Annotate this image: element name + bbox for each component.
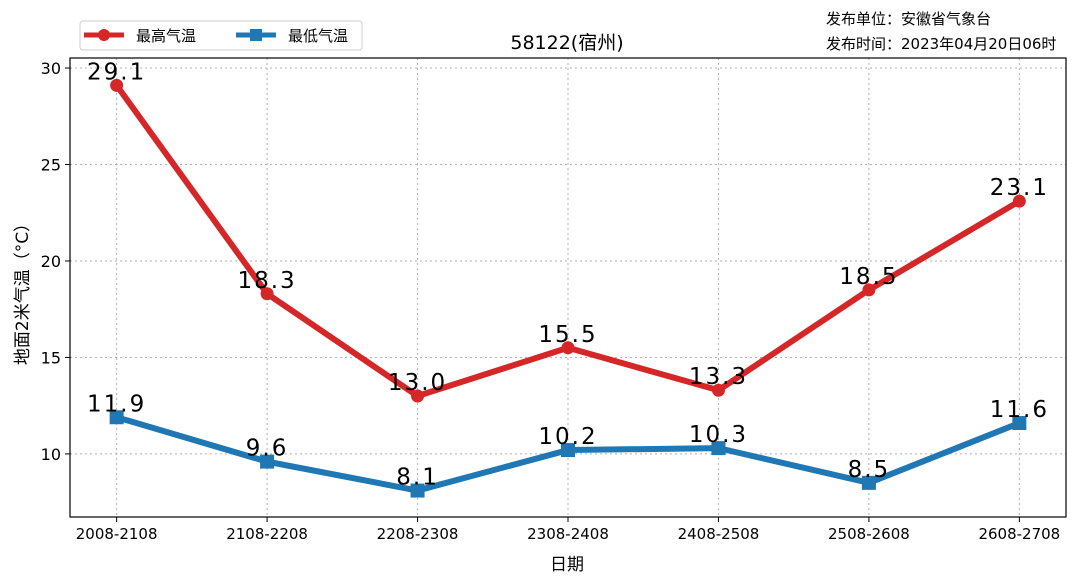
data-label: 9.6 bbox=[246, 436, 289, 462]
data-label: 10.3 bbox=[689, 422, 748, 448]
data-label: 8.5 bbox=[848, 457, 891, 483]
data-point-min bbox=[711, 441, 726, 456]
series-layer: 29.1 18.3 13.0 15.5 13.3 18.5 23.1 11.9 9.6 8.1 10… bbox=[87, 59, 1049, 498]
data-point-max bbox=[260, 287, 274, 301]
data-point-min bbox=[109, 410, 124, 425]
x-tick-label: 2308-2408 bbox=[527, 525, 609, 543]
data-label: 11.9 bbox=[87, 391, 146, 417]
axes: 2008-2108 2108-2208 2208-2308 2308-2408 2408… bbox=[41, 59, 1061, 543]
data-label: 11.6 bbox=[990, 397, 1049, 423]
data-point-min bbox=[410, 483, 425, 498]
data-label: 13.0 bbox=[388, 370, 447, 396]
chart-title: 58122(宿州) bbox=[510, 32, 623, 54]
y-tick-label: 15 bbox=[41, 348, 61, 367]
y-tick-label: 30 bbox=[41, 59, 61, 78]
publisher-text: 发布单位：安徽省气象台 bbox=[826, 10, 991, 28]
y-tick-label: 25 bbox=[41, 156, 61, 175]
data-label: 10.2 bbox=[538, 424, 597, 450]
x-tick-label: 2208-2308 bbox=[377, 525, 459, 543]
data-point-max bbox=[711, 383, 725, 397]
data-point-max bbox=[110, 78, 124, 92]
x-axis-label: 日期 bbox=[550, 555, 584, 575]
legend-label-min: 最低气温 bbox=[288, 27, 348, 45]
legend-label-max: 最高气温 bbox=[136, 27, 196, 45]
data-point-min bbox=[861, 475, 876, 490]
y-tick-label: 20 bbox=[41, 252, 61, 271]
data-point-max bbox=[1012, 194, 1026, 208]
data-label: 23.1 bbox=[990, 175, 1049, 201]
data-point-min bbox=[561, 443, 575, 458]
data-label: 15.5 bbox=[538, 322, 597, 348]
data-label: 18.5 bbox=[839, 264, 898, 290]
legend: 最高气温 最低气温 bbox=[79, 20, 363, 51]
x-tick-label: 2008-2108 bbox=[76, 525, 158, 543]
legend-box bbox=[79, 20, 363, 51]
data-label: 8.1 bbox=[396, 465, 439, 491]
x-tick-label: 2608-2708 bbox=[978, 525, 1060, 543]
x-tick-label: 2408-2508 bbox=[678, 525, 760, 543]
legend-marker-square bbox=[250, 29, 262, 41]
data-label: 29.1 bbox=[87, 59, 146, 85]
x-tick-label: 2508-2608 bbox=[828, 525, 910, 543]
data-point-max bbox=[561, 341, 575, 355]
y-axis-label: 地面2米气温（°C） bbox=[13, 215, 33, 365]
data-label: 13.3 bbox=[689, 364, 748, 390]
data-point-min bbox=[260, 454, 275, 469]
data-point-min bbox=[1012, 416, 1027, 431]
data-point-max bbox=[411, 389, 425, 403]
y-tick-label: 10 bbox=[41, 445, 61, 464]
legend-marker-circle bbox=[98, 29, 110, 41]
data-label: 18.3 bbox=[237, 268, 296, 294]
data-point-max bbox=[862, 283, 876, 297]
publish-time-text: 发布时间：2023年04月20日06时 bbox=[826, 35, 1056, 53]
x-tick-label: 2108-2208 bbox=[226, 525, 308, 543]
